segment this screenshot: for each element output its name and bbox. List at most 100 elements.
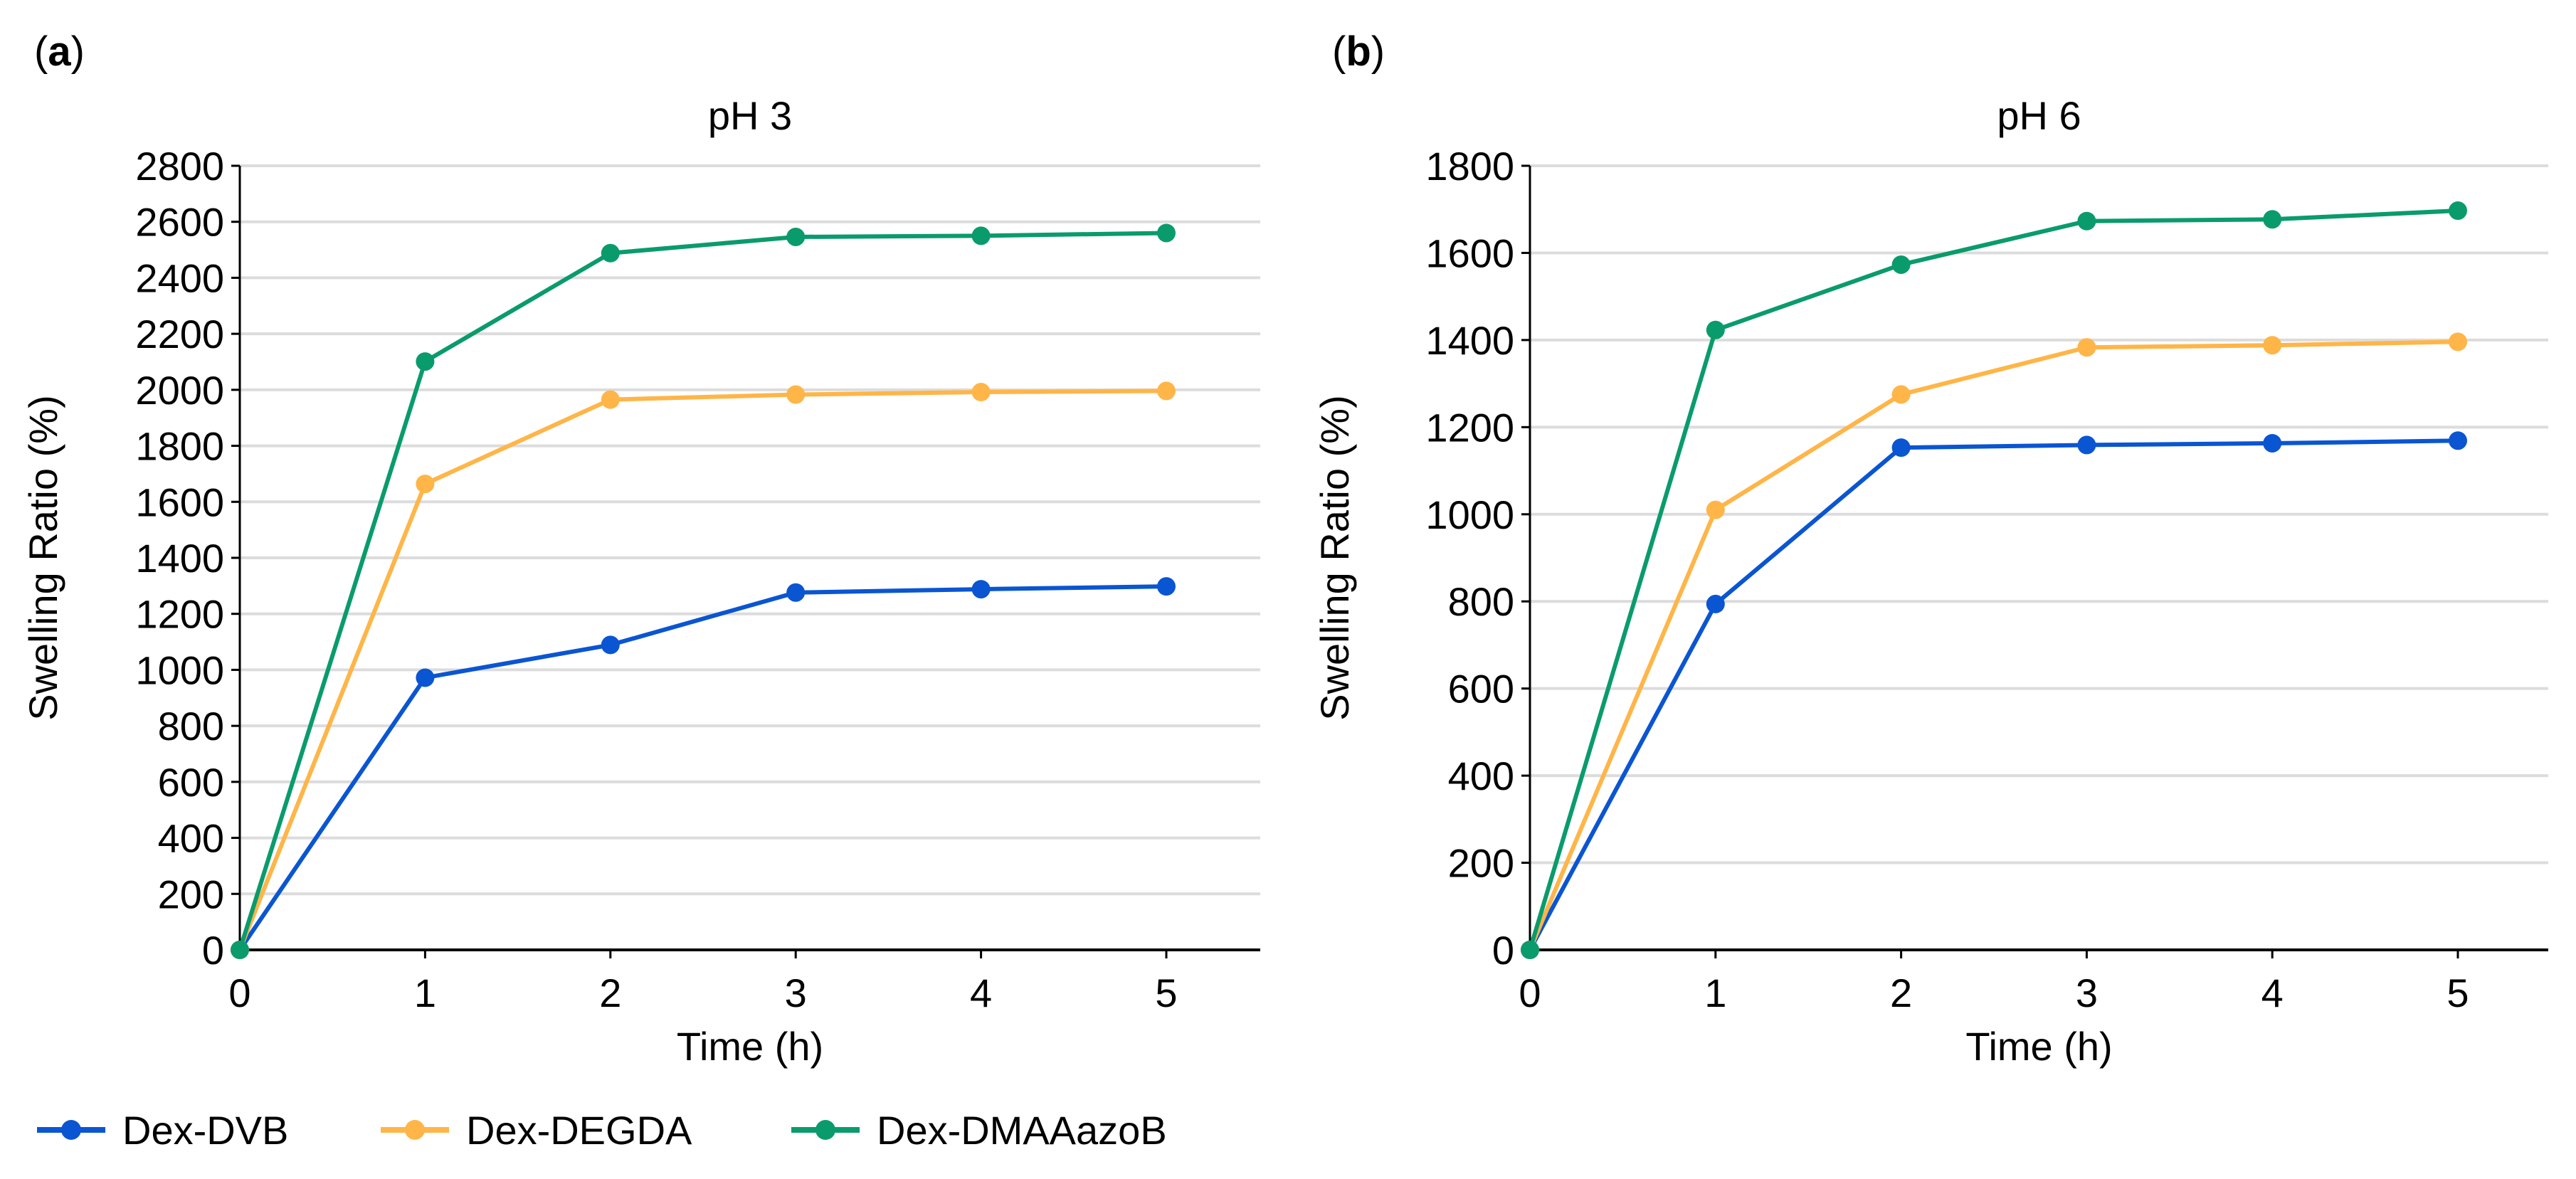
y-tick-label: 1800 bbox=[135, 424, 224, 469]
data-point bbox=[1157, 577, 1176, 596]
legend-dot-marker bbox=[405, 1120, 425, 1140]
data-point bbox=[416, 352, 435, 371]
y-tick-label: 400 bbox=[158, 816, 224, 861]
data-point bbox=[416, 475, 435, 494]
y-tick-label: 1400 bbox=[1425, 318, 1514, 363]
data-point bbox=[601, 635, 620, 655]
y-tick-label: 1400 bbox=[135, 536, 224, 581]
chart-title: pH 6 bbox=[1997, 93, 2081, 138]
y-tick-label: 2200 bbox=[135, 312, 224, 356]
panel-label: (b) bbox=[1332, 28, 1385, 75]
y-tick-label: 600 bbox=[158, 760, 224, 805]
y-tick-label: 2800 bbox=[135, 144, 224, 189]
panel-label-open-paren: ( bbox=[34, 28, 48, 75]
panel-label-open-paren: ( bbox=[1332, 28, 1346, 75]
y-tick-label: 1600 bbox=[135, 480, 224, 524]
data-point bbox=[1891, 438, 1911, 458]
x-tick-label: 0 bbox=[1519, 971, 1541, 1015]
data-point bbox=[1706, 594, 1725, 613]
data-point bbox=[1157, 381, 1176, 401]
data-point bbox=[786, 583, 806, 602]
panel-label-close-paren: ) bbox=[71, 28, 85, 75]
x-tick-label: 5 bbox=[1155, 971, 1177, 1015]
series-dex-dvb bbox=[231, 577, 1176, 959]
x-tick-label: 1 bbox=[414, 971, 436, 1015]
panel-a: (a) pH 3 0 200 400 600 800 1000 1200 1400 1600 1800… bbox=[21, 28, 1260, 1069]
y-tick-label: 2000 bbox=[135, 368, 224, 413]
legend-item: Dex-DMAAazoB bbox=[791, 1108, 1167, 1153]
data-point bbox=[786, 385, 806, 404]
data-point bbox=[971, 383, 991, 402]
y-tick-label: 1000 bbox=[1425, 492, 1514, 537]
legend-label: Dex-DMAAazoB bbox=[877, 1108, 1167, 1153]
x-tick-label: 0 bbox=[228, 971, 250, 1015]
series-line bbox=[238, 584, 1167, 951]
panel-label-letter: b bbox=[1346, 28, 1371, 75]
y-axis-label: Swelling Ratio (%) bbox=[1312, 395, 1357, 721]
data-point bbox=[2449, 431, 2467, 450]
panel-label: (a) bbox=[34, 28, 85, 75]
data-point bbox=[2263, 210, 2282, 229]
data-point bbox=[416, 668, 435, 687]
data-point bbox=[971, 226, 991, 245]
legend-label: Dex-DVB bbox=[122, 1108, 288, 1153]
panel-label-close-paren: ) bbox=[1371, 28, 1385, 75]
y-tick-label: 400 bbox=[1448, 754, 1514, 798]
data-point bbox=[601, 390, 620, 409]
data-point bbox=[2263, 336, 2282, 355]
y-tick-label: 0 bbox=[202, 928, 224, 973]
x-axis-label: Time (h) bbox=[677, 1024, 823, 1069]
data-point bbox=[231, 941, 249, 959]
x-tick-label: 5 bbox=[2446, 971, 2469, 1015]
legend-dot-marker bbox=[815, 1120, 835, 1140]
legend-item: Dex-DEGDA bbox=[381, 1108, 692, 1153]
data-point bbox=[2077, 338, 2096, 357]
y-tick-label: 1600 bbox=[1425, 231, 1514, 275]
x-tick-label: 4 bbox=[970, 971, 992, 1015]
legend-label: Dex-DEGDA bbox=[466, 1108, 692, 1153]
x-tick-label: 3 bbox=[785, 971, 807, 1015]
series-dex-dmaaazob bbox=[1521, 201, 2467, 959]
panel-label-letter: a bbox=[48, 28, 71, 75]
series-line bbox=[1528, 208, 2459, 951]
y-tick-label: 1200 bbox=[135, 592, 224, 637]
series-line bbox=[238, 388, 1167, 951]
y-tick-label: 0 bbox=[1492, 928, 1514, 973]
series-line bbox=[1528, 339, 2459, 951]
chart-title: pH 3 bbox=[708, 93, 792, 138]
data-point bbox=[1706, 320, 1725, 339]
y-tick-label: 200 bbox=[158, 872, 224, 916]
data-point bbox=[1891, 255, 1911, 274]
data-point bbox=[601, 243, 620, 263]
data-point bbox=[786, 227, 806, 246]
y-tick-label: 600 bbox=[1448, 667, 1514, 712]
x-tick-label: 2 bbox=[599, 971, 621, 1015]
data-point bbox=[2449, 332, 2467, 351]
y-tick-label: 2400 bbox=[135, 255, 224, 300]
x-tick-label: 4 bbox=[2261, 971, 2284, 1015]
data-point bbox=[2263, 433, 2282, 453]
y-tick-label: 800 bbox=[1448, 579, 1514, 624]
data-point bbox=[1891, 385, 1911, 404]
y-tick-label: 800 bbox=[158, 704, 224, 749]
panel-b: (b) pH 6 0 200 400 600 800 1000 1200 1400 1600 1800… bbox=[1312, 28, 2548, 1069]
x-tick-label: 1 bbox=[1704, 971, 1726, 1015]
data-point bbox=[1706, 500, 1725, 519]
x-axis-label: Time (h) bbox=[1965, 1024, 2112, 1069]
y-tick-label: 1000 bbox=[135, 647, 224, 692]
series-dex-dmaaazob bbox=[231, 223, 1176, 959]
y-tick-label: 1200 bbox=[1425, 405, 1514, 450]
y-tick-label: 2600 bbox=[135, 200, 224, 245]
data-point bbox=[2449, 201, 2467, 221]
data-point bbox=[1157, 223, 1176, 243]
y-axis-label: Swelling Ratio (%) bbox=[21, 395, 65, 721]
x-tick-label: 3 bbox=[2076, 971, 2098, 1015]
data-point bbox=[2077, 435, 2096, 455]
y-tick-label: 200 bbox=[1448, 841, 1514, 886]
data-point bbox=[971, 580, 991, 599]
x-tick-label: 2 bbox=[1890, 971, 1912, 1015]
series-line bbox=[1528, 438, 2459, 951]
data-point bbox=[2077, 211, 2096, 231]
legend: Dex-DVB Dex-DEGDA Dex-DMAAazoB bbox=[37, 1108, 1167, 1153]
